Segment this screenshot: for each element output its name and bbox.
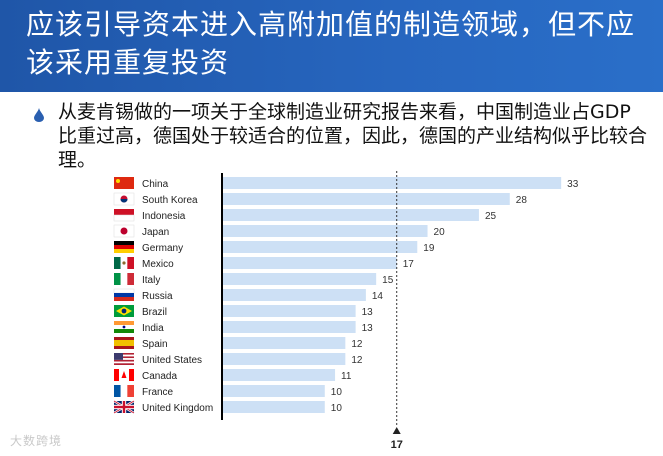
- france-flag-icon: [114, 385, 134, 397]
- value-label-indonesia: 25: [485, 211, 497, 222]
- brazil-flag-icon: [114, 305, 134, 317]
- bar-united-kingdom: [223, 401, 325, 413]
- bar-mexico: [223, 257, 397, 269]
- value-label-china: 33: [567, 179, 579, 190]
- category-label-canada: Canada: [142, 371, 177, 382]
- category-label-brazil: Brazil: [142, 307, 167, 318]
- category-label-china: China: [142, 179, 169, 190]
- slide-title: 应该引导资本进入高附加值的制造领域，但不应该采用重复投资: [26, 8, 636, 79]
- value-label-mexico: 17: [403, 259, 415, 270]
- value-label-canada: 11: [341, 371, 352, 382]
- bar-south-korea: [223, 193, 510, 205]
- bar-canada: [223, 369, 336, 381]
- category-label-japan: Japan: [142, 227, 169, 238]
- value-label-japan: 20: [434, 227, 446, 238]
- value-label-italy: 15: [382, 275, 394, 286]
- value-label-spain: 12: [351, 339, 363, 350]
- bullet-icon: [34, 108, 44, 122]
- category-label-united-states: United States: [142, 355, 202, 366]
- mexico-flag-icon: [114, 257, 134, 269]
- category-label-indonesia: Indonesia: [142, 211, 186, 222]
- value-label-france: 10: [331, 387, 343, 398]
- bar-france: [223, 385, 325, 397]
- russia-flag-icon: [113, 288, 135, 301]
- value-label-india: 13: [362, 323, 374, 334]
- category-label-mexico: Mexico: [142, 259, 174, 270]
- category-label-italy: Italy: [142, 275, 160, 286]
- category-label-russia: Russia: [142, 291, 173, 302]
- value-label-brazil: 13: [362, 307, 374, 318]
- reference-line-label: 17: [391, 439, 403, 451]
- value-label-united-states: 12: [351, 355, 363, 366]
- indonesia-flag-icon: [113, 209, 135, 222]
- united-states-flag-icon: [114, 353, 134, 365]
- japan-flag-icon: [113, 224, 135, 238]
- category-label-south-korea: South Korea: [142, 195, 198, 206]
- bar-russia: [223, 289, 366, 301]
- value-label-germany: 19: [423, 243, 435, 254]
- bar-india: [223, 321, 356, 333]
- bar-indonesia: [223, 209, 479, 221]
- title-bar: 应该引导资本进入高附加值的制造领域，但不应该采用重复投资: [0, 0, 663, 92]
- bar-germany: [223, 241, 418, 253]
- category-label-india: India: [142, 323, 164, 334]
- spain-flag-icon: [114, 337, 134, 349]
- south-korea-flag-icon: [113, 192, 135, 206]
- category-label-germany: Germany: [142, 243, 183, 254]
- bar-united-states: [223, 353, 346, 365]
- value-label-russia: 14: [372, 291, 384, 302]
- reference-marker-icon: [392, 427, 401, 434]
- category-label-spain: Spain: [142, 339, 168, 350]
- bar-italy: [223, 273, 377, 285]
- bar-spain: [223, 337, 346, 349]
- india-flag-icon: [114, 321, 134, 333]
- china-flag-icon: [114, 177, 134, 189]
- value-label-south-korea: 28: [516, 195, 528, 206]
- value-label-united-kingdom: 10: [331, 403, 343, 414]
- watermark-text: 大数跨境: [10, 434, 63, 448]
- germany-flag-icon: [114, 241, 134, 253]
- category-label-united-kingdom: United Kingdom: [142, 403, 213, 414]
- bullet-text: 从麦肯锡做的一项关于全球制造业研究报告来看，中国制造业占GDP比重过高，德国处于…: [58, 101, 648, 171]
- category-label-france: France: [142, 387, 174, 398]
- italy-flag-icon: [114, 273, 134, 285]
- bar-china: [223, 177, 562, 189]
- canada-flag-icon: [114, 369, 134, 381]
- bar-japan: [223, 225, 428, 237]
- united-kingdom-flag-icon: [113, 399, 135, 415]
- bar-brazil: [223, 305, 356, 317]
